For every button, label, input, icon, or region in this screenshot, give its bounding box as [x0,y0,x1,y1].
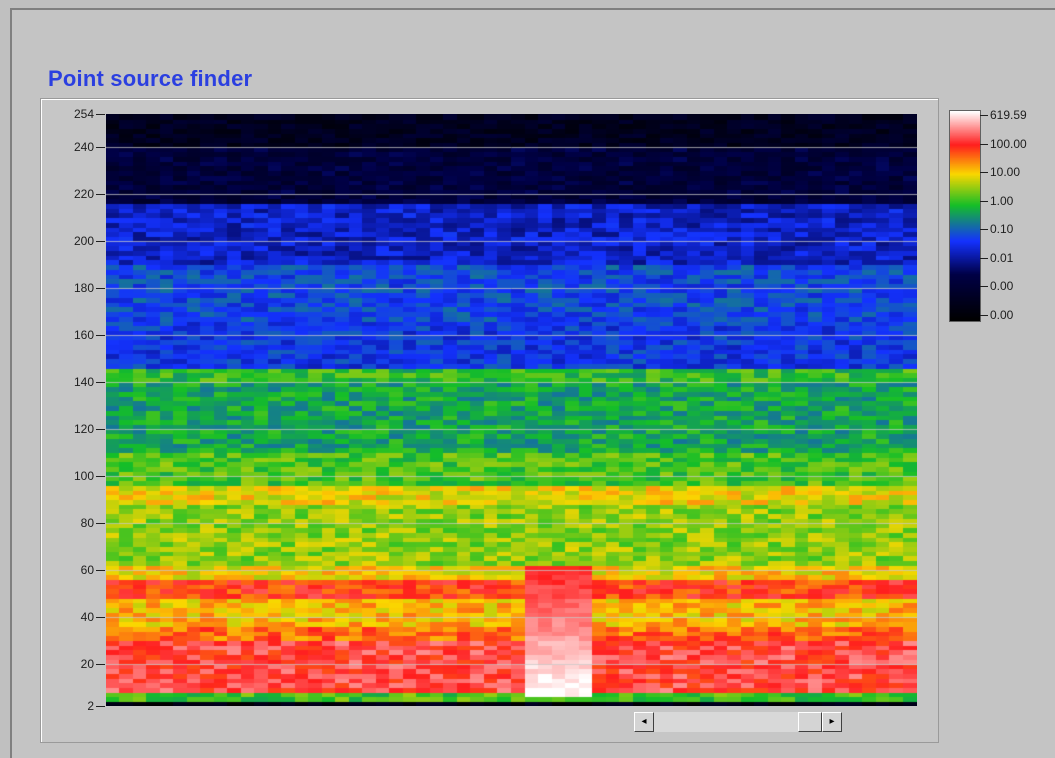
colorbar-tick-mark [980,115,988,116]
y-tick-mark [96,523,105,524]
y-tick-label: 40 [80,609,94,624]
left-arrow-icon: ◂ [641,716,647,727]
chart-title: Point source finder [48,66,253,91]
y-tick-mark [96,617,105,618]
y-tick-mark [96,147,105,148]
y-tick-label: 80 [80,515,94,530]
colorbar-tick-label: 0.00 [990,308,1014,322]
y-tick-mark [96,288,105,289]
colorbar-tick-mark [980,286,988,287]
scroll-left-button[interactable]: ◂ [634,712,654,732]
y-tick-label: 20 [80,656,94,671]
colorbar-tick-mark [980,172,988,173]
y-tick-label: 100 [73,468,94,483]
colorbar-tick-label: 0.01 [990,250,1014,265]
colorbar-tick-label: 1.00 [990,193,1014,208]
y-tick-mark [96,664,105,665]
y-tick-label: 220 [73,186,94,201]
scroll-right-button[interactable]: ▸ [822,712,842,732]
y-tick-label: 254 [73,107,94,121]
y-tick-label: 140 [73,374,94,389]
colorbar-tick-mark [980,229,988,230]
y-tick-label: 120 [73,421,94,436]
y-tick-label: 240 [73,139,94,154]
colorbar-tick-label: 619.59 [990,108,1027,122]
y-tick-label: 200 [73,233,94,248]
right-arrow-icon: ▸ [829,716,835,727]
colorbar-tick-label: 10.00 [990,165,1021,180]
colorbar-tick-label: 100.00 [990,136,1027,151]
y-tick-mark [96,114,105,115]
y-tick-label: 60 [80,562,94,577]
y-tick-label: 160 [73,327,94,342]
heatmap-plot[interactable] [106,114,917,706]
colorbar-tick-mark [980,315,988,316]
colorbar-tick-label: 0.00 [990,279,1014,294]
colorbar-tick-mark [980,144,988,145]
colorbar-tick-mark [980,258,988,259]
y-tick-mark [96,335,105,336]
y-tick-label: 2 [87,699,94,713]
horizontal-scrollbar[interactable]: ◂ ▸ [634,712,842,732]
y-tick-label: 180 [73,280,94,295]
y-tick-mark [96,429,105,430]
y-tick-mark [96,241,105,242]
y-tick-mark [96,476,105,477]
y-tick-mark [96,194,105,195]
y-tick-mark [96,570,105,571]
colorbar [949,110,981,322]
y-tick-mark [96,382,105,383]
scroll-thumb[interactable] [798,712,822,732]
colorbar-tick-label: 0.10 [990,222,1014,237]
y-tick-mark [96,706,105,707]
colorbar-tick-mark [980,201,988,202]
